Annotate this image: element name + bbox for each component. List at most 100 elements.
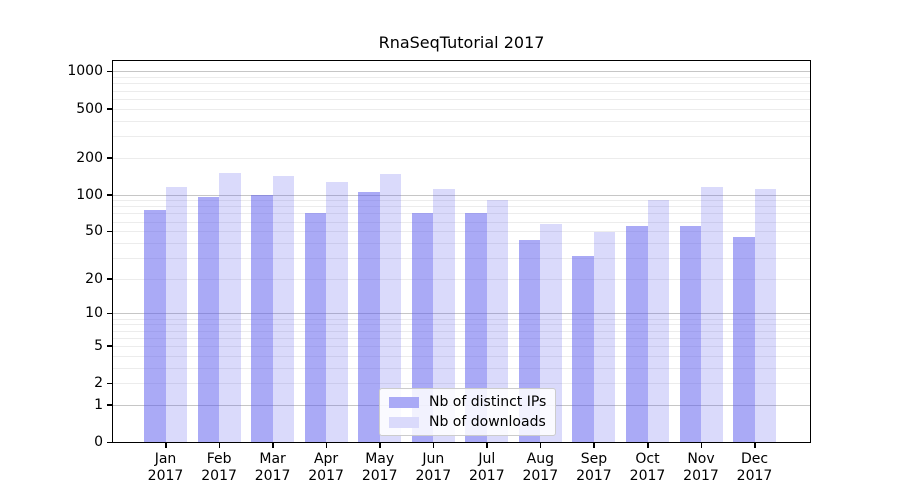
x-tick-month: Nov (687, 451, 715, 467)
x-tick-month: Feb (206, 451, 232, 467)
gridline-minor (113, 98, 810, 100)
x-tick-month: May (365, 451, 395, 467)
gridline-minor (113, 120, 810, 122)
bar-jul-ips (465, 213, 487, 442)
gridline-minor (113, 157, 810, 159)
bar-apr-ips (304, 213, 327, 442)
bar-jul-downloads (486, 199, 509, 442)
y-tick-label: 50 (85, 223, 103, 240)
bar-oct-ips (626, 226, 648, 442)
bar-may-downloads (379, 173, 402, 442)
x-tick-month: Oct (635, 451, 660, 467)
y-tick-mark (107, 382, 112, 385)
x-tick-mark (272, 443, 274, 448)
gridline-minor (113, 231, 810, 233)
gridline-major (113, 71, 810, 73)
y-tick-label: 100 (76, 186, 103, 203)
x-tick-year: 2017 (254, 468, 291, 484)
x-tick-month: Jun (422, 451, 445, 467)
gridline-minor (113, 83, 810, 85)
bar-feb-ips (197, 196, 219, 442)
bar-sep-ips (572, 256, 594, 442)
y-tick-mark (107, 70, 112, 73)
bar-sep-downloads (593, 232, 616, 442)
x-tick-mark (700, 443, 702, 448)
x-tick-year: 2017 (147, 468, 184, 484)
gridline-minor (113, 90, 810, 92)
bar-jun-ips (411, 213, 434, 442)
x-tick-label-jan: Jan 2017 (124, 451, 208, 485)
x-tick-month: Jul (478, 451, 496, 467)
x-tick-label-oct: Oct 2017 (606, 451, 690, 485)
gridline-minor (113, 242, 810, 244)
x-tick-year: 2017 (201, 468, 237, 484)
x-tick-mark (539, 443, 542, 448)
y-tick-mark (107, 157, 112, 159)
y-tick-label: 0 (94, 434, 103, 450)
bar-dec-ips (733, 236, 755, 442)
legend-swatch (389, 396, 419, 408)
x-tick-label-feb: Feb 2017 (177, 451, 261, 485)
x-tick-mark (432, 443, 435, 448)
y-tick-mark (107, 230, 112, 233)
x-tick-year: 2017 (361, 468, 398, 484)
x-tick-mark (593, 443, 595, 448)
y-tick-label: 20 (85, 270, 103, 287)
x-tick-label-apr: Apr 2017 (284, 451, 368, 485)
bar-nov-downloads (701, 187, 723, 442)
bar-feb-downloads (219, 172, 241, 442)
gridline-minor (113, 206, 810, 208)
x-tick-month: Mar (259, 451, 286, 467)
y-tick-mark (107, 194, 112, 196)
x-tick-year: 2017 (576, 468, 612, 484)
gridline-minor (113, 200, 810, 202)
x-tick-label-sep: Sep 2017 (552, 451, 636, 485)
y-tick-label: 2 (94, 375, 103, 392)
x-tick-mark (647, 443, 649, 448)
y-tick-mark (107, 404, 112, 406)
bar-jan-downloads (165, 186, 187, 442)
gridline-minor (113, 278, 810, 280)
legend-swatch (389, 416, 419, 428)
x-tick-mark (486, 443, 488, 448)
legend-item: Nb of downloads (389, 414, 546, 430)
gridline-minor (113, 318, 810, 320)
y-tick-mark (107, 278, 112, 280)
y-tick-mark (107, 108, 112, 110)
bar-aug-downloads (540, 224, 562, 442)
gridline-minor (113, 330, 810, 332)
y-tick-label: 1 (94, 396, 103, 413)
bar-jun-downloads (433, 188, 455, 442)
gridline-minor (113, 337, 810, 339)
bar-mar-downloads (272, 175, 295, 442)
gridline-minor (113, 345, 810, 347)
x-tick-year: 2017 (522, 468, 559, 484)
x-tick-mark (218, 443, 221, 448)
y-tick-label: 500 (76, 100, 103, 117)
gridline-minor (113, 257, 810, 259)
y-tick-mark (107, 312, 112, 315)
bar-may-ips (358, 192, 380, 442)
chart-title: RnaSeqTutorial 2017 (378, 33, 545, 52)
x-tick-mark (754, 443, 756, 448)
gridline-minor (113, 221, 810, 223)
bar-oct-downloads (647, 199, 669, 442)
x-tick-label-dec: Dec 2017 (713, 451, 797, 485)
gridline-minor (113, 367, 810, 369)
bar-jan-ips (144, 210, 166, 442)
x-tick-mark (379, 443, 381, 448)
x-tick-label-mar: Mar 2017 (231, 451, 315, 485)
gridline-minor (113, 355, 810, 357)
bar-apr-downloads (326, 182, 348, 442)
legend-item: Nb of distinct IPs (389, 394, 546, 410)
bar-nov-ips (679, 226, 701, 442)
x-tick-label-nov: Nov 2017 (659, 451, 743, 485)
x-tick-year: 2017 (415, 468, 452, 484)
x-tick-month: Apr (313, 451, 339, 467)
x-tick-year: 2017 (629, 468, 666, 484)
y-tick-label: 1000 (67, 63, 103, 80)
grid-layer (113, 61, 810, 442)
x-tick-mark (165, 443, 167, 448)
x-tick-year: 2017 (736, 468, 773, 484)
